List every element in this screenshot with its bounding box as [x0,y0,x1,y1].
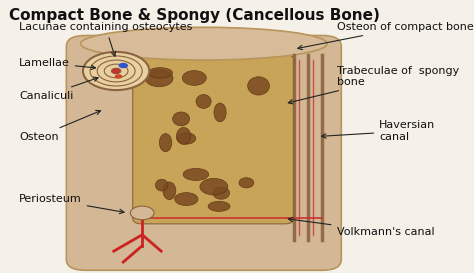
Ellipse shape [176,127,191,144]
Text: Periosteum: Periosteum [19,194,124,214]
Ellipse shape [159,133,172,152]
Text: Lacunae containing osteocytes: Lacunae containing osteocytes [19,22,192,56]
Ellipse shape [148,68,173,78]
Ellipse shape [155,179,168,191]
Ellipse shape [200,178,228,195]
Text: Canaliculi: Canaliculi [19,77,98,100]
Ellipse shape [182,71,206,85]
Ellipse shape [214,103,226,122]
Text: Lamellae: Lamellae [19,58,96,70]
Ellipse shape [196,94,211,108]
Text: Osteon: Osteon [19,110,100,141]
Text: Trabeculae of  spongy
bone: Trabeculae of spongy bone [288,66,459,104]
Circle shape [115,74,122,79]
Ellipse shape [145,70,173,87]
Ellipse shape [183,168,209,180]
Circle shape [112,69,120,73]
Text: Compact Bone & Spongy (Cancellous Bone): Compact Bone & Spongy (Cancellous Bone) [9,8,380,23]
Ellipse shape [208,201,230,211]
Ellipse shape [177,133,196,144]
Ellipse shape [248,77,269,95]
Circle shape [83,52,149,90]
Ellipse shape [173,112,190,126]
Ellipse shape [81,27,327,60]
Text: Osteon of compact bone: Osteon of compact bone [298,22,474,50]
FancyBboxPatch shape [66,35,341,270]
Text: Haversian
canal: Haversian canal [321,120,436,142]
Circle shape [118,63,128,68]
Ellipse shape [213,187,229,199]
FancyBboxPatch shape [133,55,294,224]
Circle shape [130,206,154,220]
Ellipse shape [239,178,254,188]
Ellipse shape [175,192,198,206]
Text: Volkmann's canal: Volkmann's canal [288,217,434,237]
Ellipse shape [163,182,176,200]
